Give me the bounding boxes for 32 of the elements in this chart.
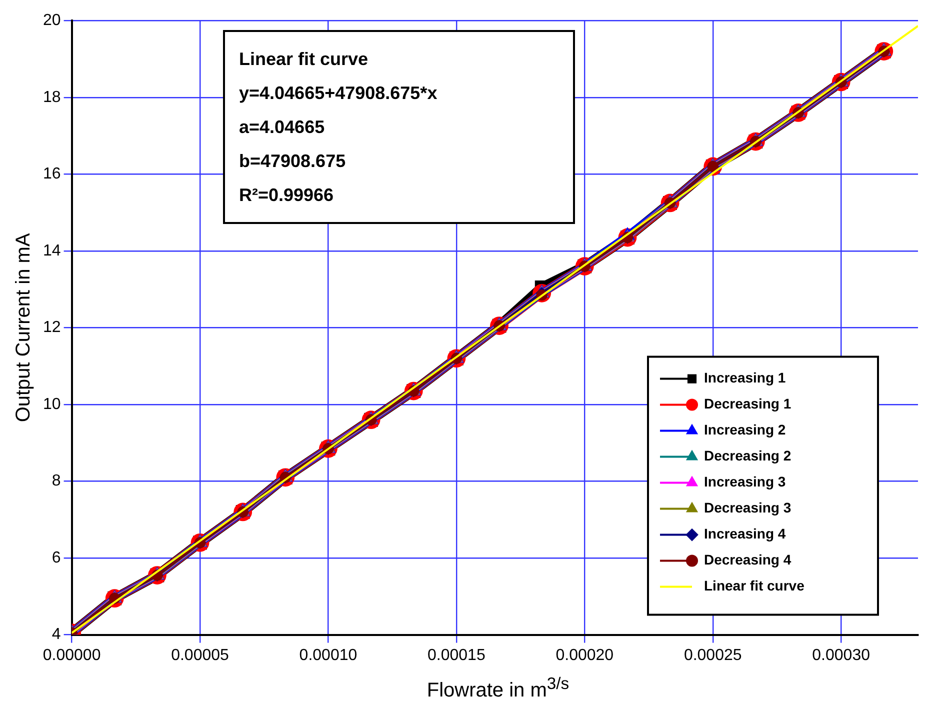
x-tick-label: 0.00025 [684,646,742,664]
annotation: b=47908.675 [239,150,347,173]
legend-label: Increasing 4 [704,526,786,542]
legend-label: Decreasing 2 [704,448,792,464]
legend-label: Linear fit curve [704,578,805,594]
annotation: Linear fit curve [239,48,370,71]
annotation: R²=0.99966 [239,184,335,207]
annotation: y=4.04665+47908.675*x [239,82,438,105]
x-tick-label: 0.00020 [556,646,614,664]
legend-label: Decreasing 1 [704,396,792,412]
legend-label: Increasing 3 [704,474,786,490]
y-tick-label: 6 [52,549,61,566]
annotation: a=4.04665 [239,116,326,139]
y-tick-label: 10 [43,396,61,413]
legend-label: Increasing 2 [704,422,786,438]
y-tick-label: 4 [52,626,61,644]
legend-label: Increasing 1 [704,370,786,386]
x-tick-label: 0.00015 [428,646,486,664]
x-tick-label: 0.00005 [171,646,230,664]
y-axis-title: Output Current in mA [12,232,35,422]
x-tick-label: 0.00000 [42,646,101,664]
x-axis-title: Flowrate in m$^{3/s}$ [426,674,570,703]
y-tick-label: 12 [43,319,61,336]
y-tick-label: 20 [43,12,61,30]
y-tick-label: 14 [43,242,61,260]
legend-label: Decreasing 4 [704,552,792,568]
y-tick-label: 16 [43,166,61,183]
x-tick-label: 0.00010 [299,646,358,664]
x-tick-label: 0.00030 [812,646,870,664]
y-tick-label: 8 [52,472,61,490]
legend-label: Decreasing 3 [704,500,792,516]
y-tick-label: 18 [43,88,61,106]
